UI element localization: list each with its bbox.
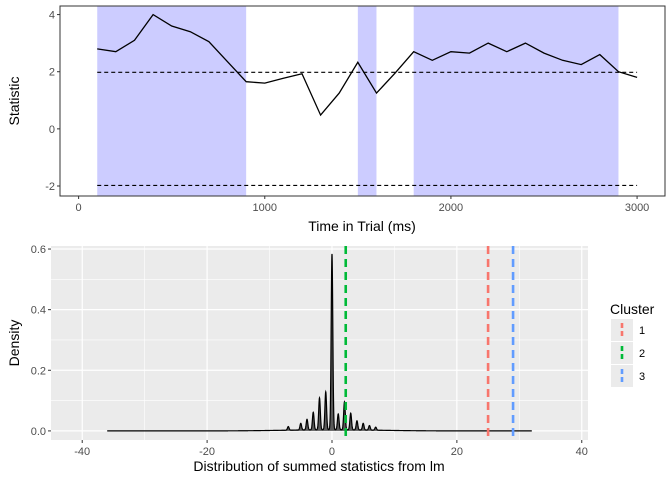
y-tick-label: 0.4 <box>31 305 46 317</box>
top-panel-border <box>59 5 666 197</box>
legend-items: 1 2 3 <box>611 319 645 387</box>
x-tick-label: 1000 <box>253 202 277 214</box>
y-tick-label: 0.2 <box>31 365 46 377</box>
top-y-axis-title: Statistic <box>6 76 22 125</box>
top-panel: -2 0 2 4 0 1000 2000 3000 Time in Trial (ms) S… <box>6 5 666 234</box>
legend-key-2 <box>611 342 633 364</box>
y-tick-label: 4 <box>49 10 55 22</box>
top-y-ticks: -2 0 2 4 <box>45 10 60 193</box>
density-curve <box>107 253 532 432</box>
x-tick-label: 40 <box>576 446 588 458</box>
top-threshold-lines <box>97 71 638 186</box>
top-shaded-regions <box>97 6 619 196</box>
bottom-cluster-lines <box>344 246 515 440</box>
y-tick-label: 0 <box>49 124 55 136</box>
y-tick-label: 0.0 <box>31 426 46 438</box>
x-tick-label: 0 <box>76 202 82 214</box>
legend: Cluster 1 2 3 <box>610 301 655 387</box>
x-tick-label: -20 <box>199 446 215 458</box>
x-tick-label: 20 <box>451 446 463 458</box>
shaded-region-3 <box>413 6 619 196</box>
legend-key-1 <box>611 319 633 341</box>
bottom-y-axis-title: Density <box>6 320 22 367</box>
x-tick-label: 0 <box>329 446 335 458</box>
bottom-panel: 0.0 0.2 0.4 0.6 -40 -20 0 20 40 Distribution of… <box>6 244 588 474</box>
bottom-density-layer <box>107 253 532 432</box>
x-tick-label: 3000 <box>625 202 649 214</box>
legend-title: Cluster <box>610 301 655 317</box>
legend-label-2: 2 <box>639 348 645 360</box>
shaded-region-1 <box>97 6 247 196</box>
legend-key-3 <box>611 365 633 387</box>
bottom-y-ticks: 0.0 0.2 0.4 0.6 <box>31 244 51 438</box>
y-tick-label: -2 <box>45 181 55 193</box>
y-tick-label: 0.6 <box>31 244 46 256</box>
top-series-layer <box>97 13 638 117</box>
bottom-x-ticks: -40 -20 0 20 40 <box>74 440 588 458</box>
x-tick-label: 2000 <box>439 202 463 214</box>
shaded-region-2 <box>357 6 377 196</box>
x-tick-label: -40 <box>74 446 90 458</box>
top-x-axis-title: Time in Trial (ms) <box>308 218 416 234</box>
legend-label-1: 1 <box>639 325 645 337</box>
legend-label-3: 3 <box>639 371 645 383</box>
y-tick-label: 2 <box>49 67 55 79</box>
top-x-ticks: 0 1000 2000 3000 <box>76 196 649 214</box>
bottom-x-axis-title: Distribution of summed statistics from l… <box>193 458 444 474</box>
statistic-line <box>97 13 638 117</box>
